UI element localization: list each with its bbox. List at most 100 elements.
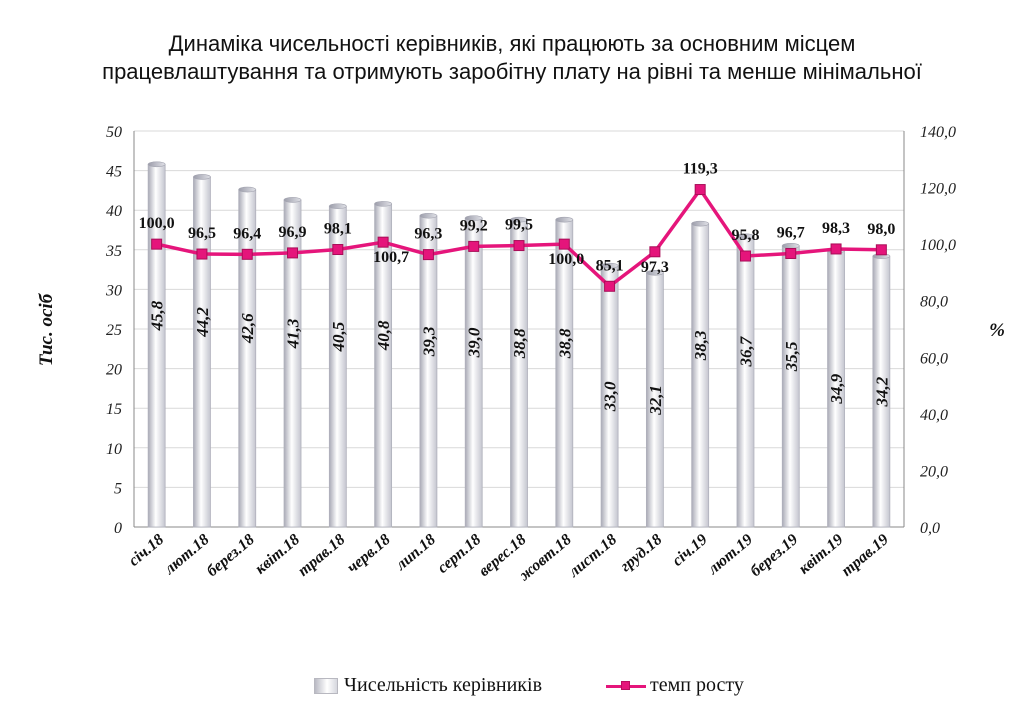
bar-top (691, 220, 709, 227)
y2-tick-label: 100,0 (920, 237, 956, 254)
line-marker (332, 244, 344, 256)
y-tick-label: 30 (105, 282, 122, 299)
line-value-label: 85,1 (596, 257, 624, 274)
x-tick-label: берез.18 (204, 531, 258, 580)
bar-value-label: 36,7 (736, 335, 755, 367)
bar-value-label: 41,3 (284, 318, 303, 349)
line-marker (649, 246, 661, 258)
y-tick-label: 0 (114, 520, 122, 537)
line-value-label: 96,3 (414, 226, 442, 243)
y-tick-label: 45 (106, 164, 122, 181)
bar-value-label: 39,3 (419, 326, 438, 357)
bar-value-label: 35,5 (782, 341, 801, 372)
bar-value-label: 44,2 (193, 307, 212, 338)
legend-item-bars: Чисельність керівників (314, 674, 542, 697)
bar-top (781, 243, 800, 249)
bar-value-label: 38,3 (691, 330, 710, 361)
bar (736, 235, 755, 528)
bar-value-label: 38,8 (555, 328, 574, 359)
bar-top (147, 161, 166, 168)
line-marker (558, 238, 570, 250)
line-value-label: 96,5 (188, 225, 216, 242)
line-value-label: 96,9 (279, 224, 307, 241)
line-marker (151, 238, 163, 250)
bar-value-label: 34,9 (827, 373, 846, 404)
x-tick-label: квіт.18 (252, 531, 303, 578)
bar-top (555, 216, 574, 223)
y-tick-label: 25 (106, 322, 122, 339)
bar-value-label: 32,1 (646, 385, 665, 416)
y2-tick-label: 40,0 (920, 407, 948, 424)
bar-top (283, 197, 302, 203)
x-tick-label: серп.18 (434, 531, 484, 577)
bar-value-label: 39,0 (465, 327, 484, 358)
bar-top (646, 269, 664, 276)
line-value-label: 99,2 (460, 217, 488, 234)
line-value-label: 100,0 (548, 251, 584, 268)
y-tick-label: 40 (106, 203, 122, 220)
bar-value-label: 45,8 (148, 300, 167, 331)
line-marker (196, 248, 208, 260)
y2-tick-label: 20,0 (920, 463, 948, 480)
line-marker (604, 280, 616, 292)
line-value-label: 100,7 (373, 249, 409, 266)
bar-top (736, 233, 755, 240)
bar-top (193, 174, 211, 180)
y2-tick-label: 80,0 (920, 294, 948, 311)
line-value-label: 99,5 (505, 217, 533, 234)
x-tick-label: трав.19 (838, 531, 892, 580)
bar (510, 219, 528, 528)
bar-data-labels: 45,8 44,2 42,6 41,3 40,5 40,8 39,3 39,0 38,8 38,8… (148, 300, 892, 416)
x-tick-label: лют.18 (161, 531, 213, 578)
line-value-label: 95,8 (731, 227, 759, 244)
bar-value-label: 40,5 (329, 321, 348, 352)
chart-title-line-1: Динаміка чисельності керівників, які пра… (168, 31, 856, 56)
line-value-label: 100,0 (139, 215, 175, 232)
line-value-label: 98,0 (867, 221, 895, 238)
bar (419, 215, 438, 528)
x-tick-label: лист.18 (565, 531, 620, 581)
legend-label-line: темп росту (650, 674, 744, 696)
legend-item-line: темп росту (606, 674, 744, 697)
line-marker (287, 247, 299, 259)
x-tick-label: берез.19 (747, 531, 801, 580)
line-marker (513, 240, 525, 252)
bar-series (147, 161, 891, 528)
bar-top (600, 262, 619, 269)
legend-line-swatch (606, 679, 646, 693)
line-marker (241, 248, 253, 260)
bar-value-label: 34,2 (872, 376, 891, 407)
bar (781, 245, 800, 528)
line-marker (377, 236, 389, 248)
line-marker (422, 249, 434, 261)
x-tick-label: лип.18 (392, 531, 439, 574)
x-tick-label: квіт.19 (796, 531, 847, 578)
line-marker (875, 244, 887, 256)
y2-tick-label: 60,0 (920, 350, 948, 367)
y-tick-label: 20 (106, 362, 122, 379)
x-tick-label: черв.18 (344, 531, 394, 577)
chart-title: Динаміка чисельності керівників, які пра… (0, 30, 1024, 86)
bar (691, 223, 710, 528)
x-tick-label: лют.19 (704, 531, 756, 578)
bar-top (510, 216, 528, 223)
bar-value-label: 42,6 (238, 313, 257, 344)
bar-top (419, 212, 438, 219)
line-data-labels: 100,0 96,5 96,4 96,9 98,1 100,7 96,3 99,2 99,5 10… (139, 161, 896, 276)
y2-tick-label: 120,0 (920, 181, 956, 198)
y-tick-label: 5 (114, 480, 122, 497)
line-value-label: 98,1 (324, 221, 352, 238)
bar-top (329, 203, 347, 210)
legend-label-bars: Чисельність керівників (344, 674, 543, 696)
x-tick-label: груд.18 (617, 531, 665, 575)
chart-title-line-2: працевлаштування та отримують заробітну … (102, 59, 922, 84)
bar-value-label: 33,0 (601, 381, 620, 412)
bar-top (374, 201, 392, 207)
legend: Чисельність керівників темп росту (0, 672, 1024, 702)
line-value-label: 119,3 (683, 161, 718, 178)
y-tick-label: 35 (105, 243, 122, 260)
y2-tick-label: 140,0 (920, 124, 956, 141)
line-value-label: 98,3 (822, 220, 850, 237)
y2-axis-title: % (989, 320, 1005, 341)
bar-value-label: 40,8 (374, 320, 393, 351)
